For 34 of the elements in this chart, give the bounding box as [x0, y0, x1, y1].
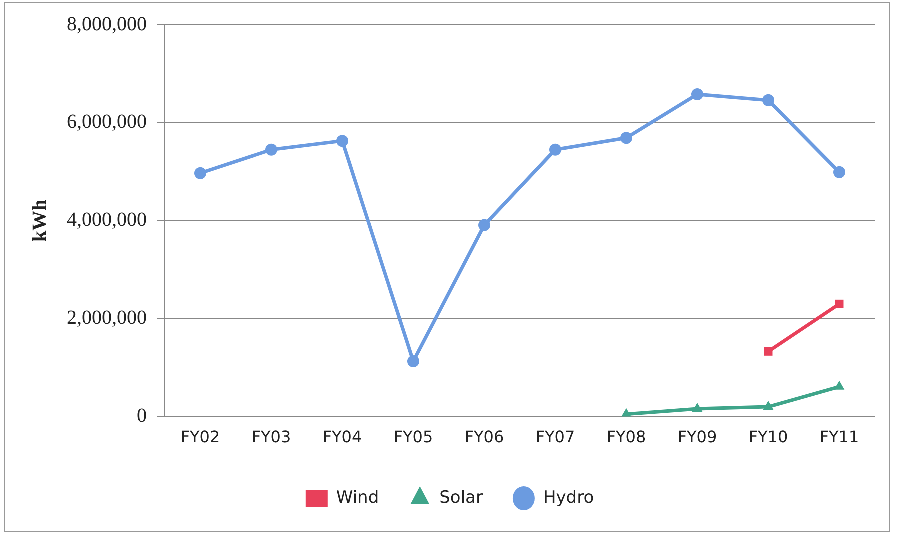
x-tick-label: FY11	[820, 428, 860, 447]
legend-label: Wind	[336, 488, 380, 508]
point	[550, 144, 562, 156]
point	[692, 402, 703, 412]
y-tick-label: 6,000,000	[67, 111, 147, 134]
x-tick-label: FY04	[322, 428, 362, 447]
x-tick-label: FY08	[606, 428, 646, 447]
point	[762, 94, 774, 106]
y-axis-title: kWh	[29, 200, 52, 242]
point	[764, 347, 773, 356]
x-tick-label: FY03	[252, 428, 292, 447]
y-tick-label: 0	[137, 405, 147, 428]
x-tick-label: FY06	[464, 428, 504, 447]
point	[763, 401, 774, 410]
point	[478, 219, 490, 232]
point	[620, 132, 632, 144]
point	[408, 355, 420, 368]
x-tick-label: FY05	[394, 428, 434, 447]
point	[834, 166, 846, 178]
x-tick-label: FY07	[536, 428, 576, 447]
y-tick-label: 8,000,000	[67, 13, 147, 36]
legend-label: Solar	[440, 488, 483, 508]
point	[692, 88, 704, 101]
point	[266, 144, 278, 156]
y-tick-label: 4,000,000	[67, 209, 147, 232]
x-tick-label: FY02	[180, 428, 220, 447]
point	[194, 167, 206, 180]
y-tick-label: 2,000,000	[67, 307, 147, 330]
x-tick-label: FY09	[678, 428, 718, 447]
legend-label: Hydro	[543, 488, 594, 508]
x-tick-label: FY10	[748, 428, 788, 447]
point	[835, 300, 844, 308]
point	[834, 380, 845, 390]
point	[336, 135, 348, 148]
